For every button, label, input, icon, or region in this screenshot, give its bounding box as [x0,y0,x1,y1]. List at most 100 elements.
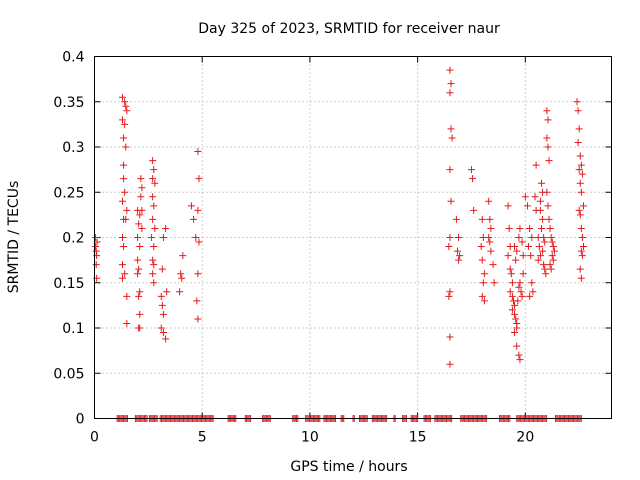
data-point [478,215,486,223]
data-point [123,107,131,115]
data-point [194,148,202,156]
data-point [149,175,157,183]
data-point [527,252,535,260]
data-point [158,265,166,273]
data-point [456,252,464,260]
data-point [532,161,540,169]
data-point [543,134,551,142]
data-point [549,256,557,264]
x-axis-label: GPS time / hours [290,459,407,475]
data-point [504,202,512,210]
data-point [447,125,455,133]
data-point [579,243,587,251]
data-point [513,342,521,350]
data-point [547,234,555,241]
data-point [470,206,478,214]
data-point [511,310,519,318]
data-point [120,175,128,183]
data-point [576,179,584,187]
data-point [578,170,586,178]
data-point [575,166,583,174]
data-point [516,279,524,287]
data-point [134,256,142,264]
chart-title: Day 325 of 2023, SRMTID for receiver nau… [198,21,500,37]
data-point [151,224,159,232]
data-point [511,329,519,337]
data-point [478,256,486,264]
data-point [149,215,157,223]
data-point [120,243,128,251]
data-point [531,193,539,201]
data-point [487,224,495,232]
x-tick-label: 10 [301,430,319,446]
data-point [513,324,521,332]
data-point [92,261,100,269]
data-point [123,319,131,327]
data-point [512,256,520,264]
data-point [515,283,523,291]
y-tick-label: 0.3 [62,140,84,156]
data-point [515,234,523,241]
data-point [576,211,584,219]
data-point [544,116,552,124]
data-point [515,351,523,359]
data-point [136,310,144,318]
data-point [138,224,146,232]
data-point [504,252,512,260]
data-point [479,279,487,287]
data-point [135,220,143,228]
data-point [480,297,488,305]
y-tick-label: 0.05 [53,366,84,382]
data-point [158,301,166,309]
data-point [119,261,127,269]
data-point [549,243,557,251]
data-point [469,175,477,183]
data-point [159,329,167,337]
data-point [544,143,552,151]
data-point [521,193,529,201]
data-point [135,292,143,300]
data-point [446,360,454,368]
data-point [505,224,513,232]
y-tick-label: 0.4 [62,50,84,66]
data-point [137,193,145,201]
data-point [480,270,488,278]
data-point [485,197,493,205]
data-point [545,215,553,223]
data-point [162,224,170,232]
axis-ticks: 0 0.05 0.1 0.15 0.2 0.25 0.3 0.35 0.4 0 5 10 15 20 [53,50,612,446]
data-point [518,238,526,246]
y-tick-label: 0.1 [62,321,84,337]
data-point [150,261,158,269]
data-point [518,292,526,300]
data-point [190,215,198,223]
data-point [534,234,542,241]
data-point [541,238,549,246]
data-point [576,265,584,273]
data-point [179,252,187,260]
data-point [121,120,129,128]
data-point [150,243,158,251]
data-point [550,247,558,255]
data-point [477,243,485,251]
data-point [575,125,583,133]
data-point [195,238,203,246]
x-tick-label: 20 [516,430,534,446]
data-point [119,274,127,282]
data-point [149,256,157,264]
data-point [119,116,127,124]
data-point [545,157,553,165]
data-point [137,175,145,183]
data-point [579,202,587,210]
data-point [148,234,156,241]
data-point [447,80,455,88]
data-point [544,202,552,210]
data-point [511,301,519,309]
data-point [577,274,585,282]
y-tick-label: 0.35 [53,95,84,111]
data-point [92,243,100,251]
data-point [513,247,521,255]
data-point [119,93,127,101]
data-point [163,288,171,296]
